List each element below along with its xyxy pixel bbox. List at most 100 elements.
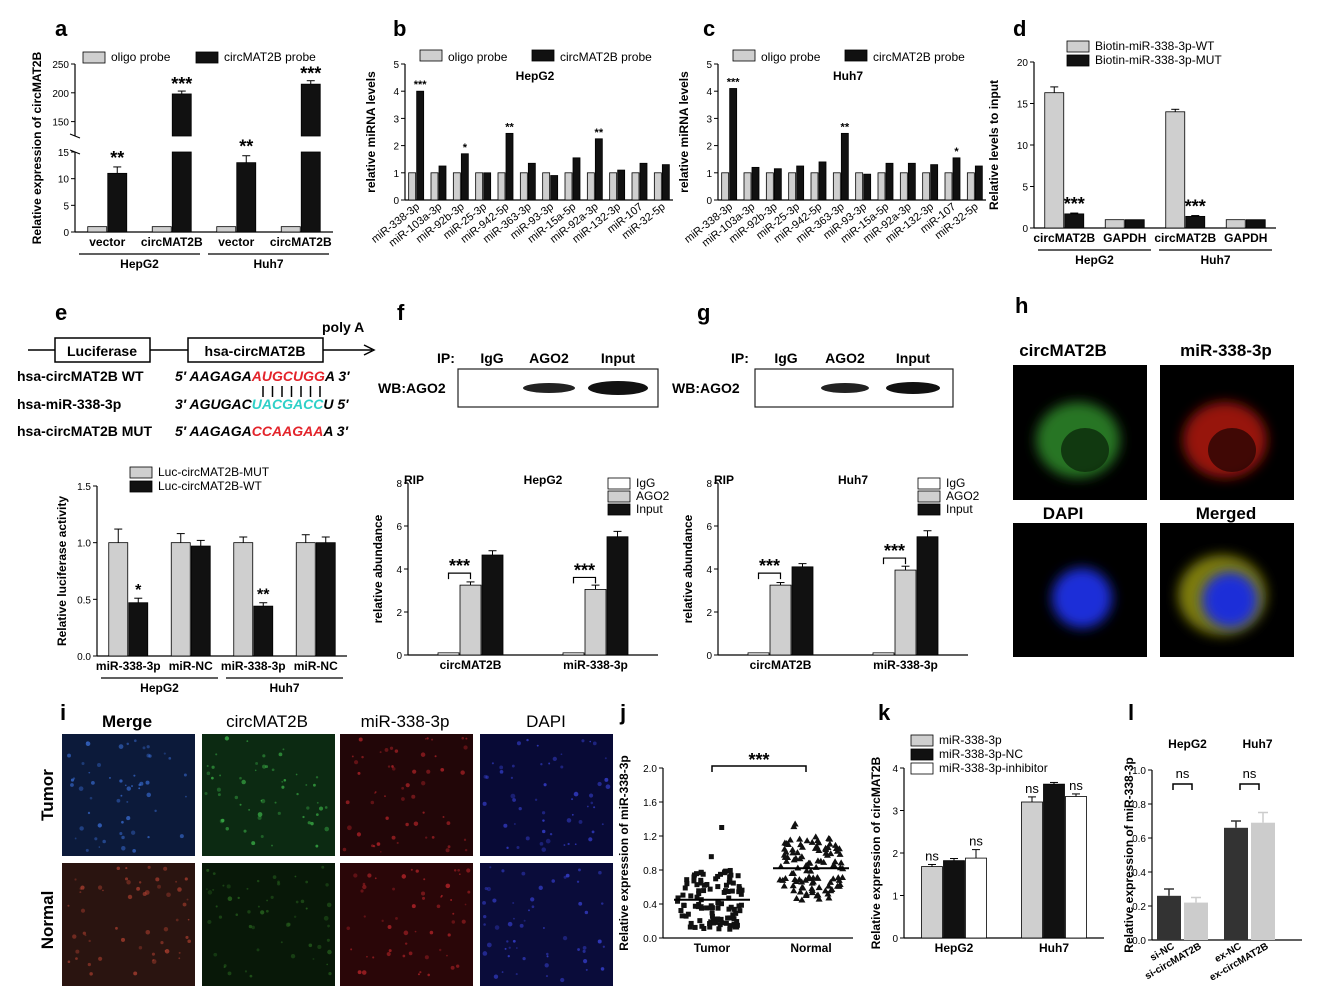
tissue-dot <box>563 844 566 847</box>
tissue-dot <box>139 781 144 786</box>
i-row-tumor: Tumor <box>38 769 57 821</box>
tissue-dot <box>324 826 330 832</box>
tissue-dot <box>290 953 296 959</box>
tissue-dot <box>546 952 549 956</box>
scatter-point <box>737 908 743 914</box>
tissue-dot <box>354 760 359 765</box>
tissue-dot <box>215 905 218 908</box>
tissue-dot <box>604 757 607 760</box>
tissue-dot <box>465 737 468 740</box>
y-tick-label: 4 <box>706 565 712 576</box>
y-tick-label: 2 <box>706 608 712 619</box>
tissue-dot <box>501 971 504 973</box>
tissue-dot <box>583 959 588 964</box>
h-label-circmat2b: circMAT2B <box>1019 341 1107 360</box>
tissue-dot <box>119 779 123 783</box>
x-tick-label: circMAT2B <box>141 235 203 249</box>
legend-label: IgG <box>946 476 965 490</box>
legend-label: circMAT2B probe <box>560 50 652 64</box>
tissue-dot <box>387 765 391 768</box>
tissue-dot <box>458 873 461 876</box>
legend-swatch <box>195 51 219 64</box>
tissue-dot <box>396 841 399 845</box>
tissue-dot <box>593 806 596 809</box>
tissue-dot <box>163 866 168 871</box>
x-tick-label: miR-338-3p <box>563 658 628 672</box>
tissue-dot <box>257 815 262 820</box>
tissue-dot <box>404 942 408 945</box>
bar <box>564 172 573 201</box>
y-tick-label: 0 <box>892 934 898 945</box>
scatter-point <box>694 882 700 888</box>
significance-stars: ** <box>239 137 253 157</box>
tissue-dot <box>260 799 263 802</box>
tissue-dot <box>455 964 460 968</box>
tissue-dot <box>163 752 166 755</box>
scatter-point <box>738 891 744 897</box>
y-tick-label: 0.4 <box>643 900 657 911</box>
tissue-dot <box>447 845 451 849</box>
scatter-point <box>730 880 736 886</box>
bar <box>1064 213 1085 229</box>
y-tick-label: 2 <box>393 142 399 153</box>
tissue-dot <box>265 765 269 769</box>
tissue-dot <box>142 746 146 750</box>
bar <box>481 554 504 656</box>
tissue-dot <box>260 834 264 838</box>
y-tick-label: 2.0 <box>643 764 657 775</box>
tissue-dot <box>516 741 521 746</box>
scatter-point <box>692 903 698 909</box>
bar <box>151 226 172 233</box>
group-label: Huh7 <box>1243 737 1273 751</box>
tissue-dot <box>248 808 251 811</box>
scatter-point <box>793 849 801 856</box>
chart-subtitle: Huh7 <box>833 69 863 83</box>
seq-name-mir: hsa-miR-338-3p <box>17 396 121 412</box>
scatter-point <box>715 873 721 879</box>
scatter-point <box>815 895 823 902</box>
scatter-point <box>727 877 733 883</box>
tissue-dot <box>347 825 352 831</box>
y-tick-label: 0 <box>1022 224 1028 235</box>
tissue-dot <box>511 764 515 768</box>
significance-stars: ** <box>841 121 850 133</box>
h-label-merged: Merged <box>1196 504 1256 523</box>
significance-stars: *** <box>171 74 192 94</box>
tissue-dot <box>461 919 466 924</box>
tissue-dot <box>248 924 253 929</box>
tissue-dot <box>295 900 299 904</box>
tissue-dot <box>420 891 426 896</box>
scatter-point <box>698 904 704 910</box>
tissue-dot <box>206 868 210 872</box>
tissue-dot <box>525 836 530 841</box>
legend-label: miR-338-3p-inhibitor <box>939 761 1048 775</box>
y-tick-label: 0 <box>706 651 712 662</box>
tissue-dot <box>453 869 457 872</box>
legend-swatch <box>419 49 443 62</box>
tissue-dot <box>86 741 89 744</box>
x-tick-label: circMAT2B <box>270 235 332 249</box>
bar <box>943 860 965 939</box>
tissue-dot <box>381 919 384 923</box>
tissue-dot <box>121 820 124 824</box>
tissue-dot <box>582 949 586 953</box>
scatter-point <box>696 891 702 897</box>
tissue-dot <box>227 971 232 976</box>
legend-swatch <box>607 477 631 490</box>
legend-label: Input <box>946 502 973 516</box>
tissue-dot <box>222 884 225 887</box>
scatter-point <box>707 924 713 930</box>
tissue-dot <box>109 776 111 779</box>
scatter-point <box>792 854 800 861</box>
tissue-dot <box>385 816 389 820</box>
bar <box>930 164 939 201</box>
tissue-dot <box>362 884 367 890</box>
bar <box>460 153 469 201</box>
y-axis-label: Relative expression of circMAT2B <box>869 756 883 949</box>
tissue-dot <box>363 915 366 918</box>
tissue-dot <box>440 767 445 772</box>
tissue-dot <box>464 848 468 852</box>
tissue-dot <box>277 882 281 886</box>
i-img-tumor-merge <box>62 734 195 856</box>
